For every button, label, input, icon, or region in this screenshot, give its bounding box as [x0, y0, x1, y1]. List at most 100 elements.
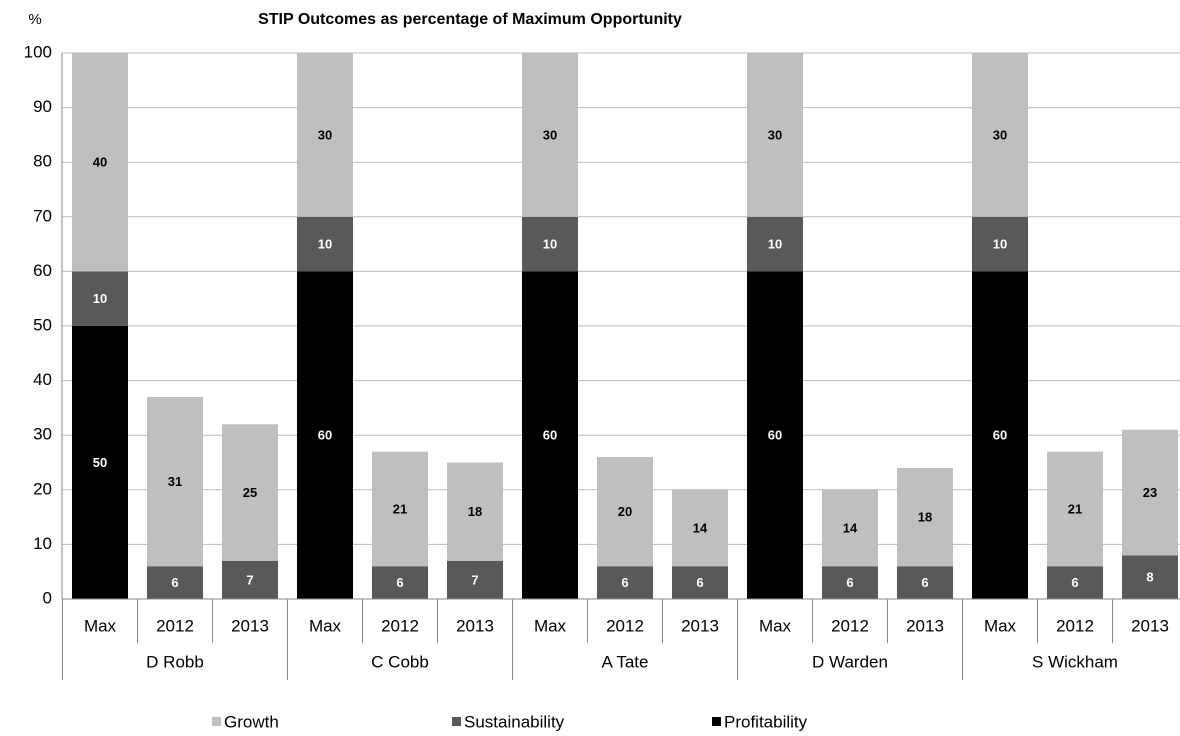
bar-segment	[147, 566, 203, 599]
data-label: 31	[168, 474, 182, 489]
bar-segment	[297, 216, 353, 272]
x-tick-label: 2012	[156, 616, 194, 635]
data-label: 50	[93, 455, 107, 470]
bar-segment	[72, 326, 128, 599]
legend-swatch	[712, 717, 721, 726]
data-label: 10	[93, 291, 107, 306]
y-tick-label: 0	[43, 588, 52, 607]
bar-segment	[747, 216, 803, 272]
y-tick-label: 40	[33, 370, 52, 389]
data-label: 18	[468, 504, 482, 519]
bar-segment	[672, 489, 728, 567]
x-tick-label: 2012	[1056, 616, 1094, 635]
bar-segment	[522, 53, 578, 217]
x-tick-label: Max	[309, 616, 342, 635]
bar-segment	[1122, 555, 1178, 599]
bar-segment	[822, 566, 878, 599]
bar-segment	[372, 451, 428, 567]
y-tick-label: 100	[24, 42, 52, 61]
group-label: D Warden	[812, 652, 888, 671]
data-label: 7	[471, 572, 478, 587]
bar-segment	[822, 489, 878, 567]
data-label: 10	[993, 237, 1007, 252]
bar-segment	[72, 53, 128, 272]
bar-segment	[972, 53, 1028, 217]
x-tick-label: 2013	[906, 616, 944, 635]
data-label: 6	[1071, 575, 1078, 590]
y-tick-label: 50	[33, 315, 52, 334]
bar-segment	[747, 271, 803, 599]
data-label: 30	[768, 127, 782, 142]
data-label: 6	[846, 575, 853, 590]
legend-label: Growth	[224, 712, 279, 731]
x-tick-label: Max	[534, 616, 567, 635]
data-label: 10	[543, 237, 557, 252]
data-label: 23	[1143, 485, 1157, 500]
bar-segment	[222, 424, 278, 561]
data-label: 30	[543, 127, 557, 142]
legend-label: Sustainability	[464, 712, 565, 731]
y-tick-label: 10	[33, 534, 52, 553]
y-axis-label: %	[28, 11, 41, 28]
bar-segment	[747, 53, 803, 217]
x-tick-label: 2013	[456, 616, 494, 635]
bar-segment	[447, 560, 503, 599]
data-label: 60	[318, 428, 332, 443]
legend-swatch	[212, 717, 221, 726]
data-label: 60	[768, 428, 782, 443]
data-label: 40	[93, 155, 107, 170]
bar-segment	[597, 457, 653, 567]
x-tick-label: 2012	[606, 616, 644, 635]
data-label: 20	[618, 504, 632, 519]
bar-segment	[297, 271, 353, 599]
chart-title: STIP Outcomes as percentage of Maximum O…	[258, 11, 682, 28]
bar-segment	[597, 566, 653, 599]
bar-segment	[672, 566, 728, 599]
data-label: 6	[921, 575, 928, 590]
bar-segment	[447, 462, 503, 561]
data-label: 60	[993, 428, 1007, 443]
data-label: 10	[768, 237, 782, 252]
y-tick-label: 20	[33, 479, 52, 498]
group-label: D Robb	[146, 652, 204, 671]
x-tick-label: Max	[984, 616, 1017, 635]
data-label: 21	[1068, 501, 1082, 516]
x-tick-label: 2013	[231, 616, 269, 635]
bar-segment	[972, 216, 1028, 272]
bar-segment	[1122, 429, 1178, 556]
bar-segment	[897, 467, 953, 567]
bar-segment	[522, 216, 578, 272]
y-tick-label: 90	[33, 97, 52, 116]
data-label: 6	[696, 575, 703, 590]
data-label: 14	[843, 520, 858, 535]
data-label: 7	[246, 572, 253, 587]
data-label: 60	[543, 428, 557, 443]
bar-segment	[147, 396, 203, 567]
data-label: 10	[318, 237, 332, 252]
data-label: 18	[918, 510, 932, 525]
group-label: S Wickham	[1032, 652, 1118, 671]
data-label: 6	[396, 575, 403, 590]
x-tick-label: 2013	[1131, 616, 1169, 635]
legend-swatch	[452, 717, 461, 726]
data-label: 8	[1146, 570, 1153, 585]
legend-label: Profitability	[724, 712, 808, 731]
y-tick-label: 60	[33, 261, 52, 280]
bar-segment	[897, 566, 953, 599]
x-tick-label: Max	[759, 616, 792, 635]
x-tick-label: Max	[84, 616, 117, 635]
data-label: 21	[393, 501, 407, 516]
bar-segment	[72, 271, 128, 326]
bar-segment	[222, 560, 278, 599]
x-tick-label: 2013	[681, 616, 719, 635]
data-label: 6	[171, 575, 178, 590]
bar-segment	[522, 271, 578, 599]
x-tick-label: 2012	[381, 616, 419, 635]
y-tick-label: 30	[33, 425, 52, 444]
y-tick-label: 70	[33, 206, 52, 225]
bar-segment	[372, 566, 428, 599]
bar-segment	[1047, 566, 1103, 599]
y-tick-label: 80	[33, 152, 52, 171]
bar-segment	[1047, 451, 1103, 567]
